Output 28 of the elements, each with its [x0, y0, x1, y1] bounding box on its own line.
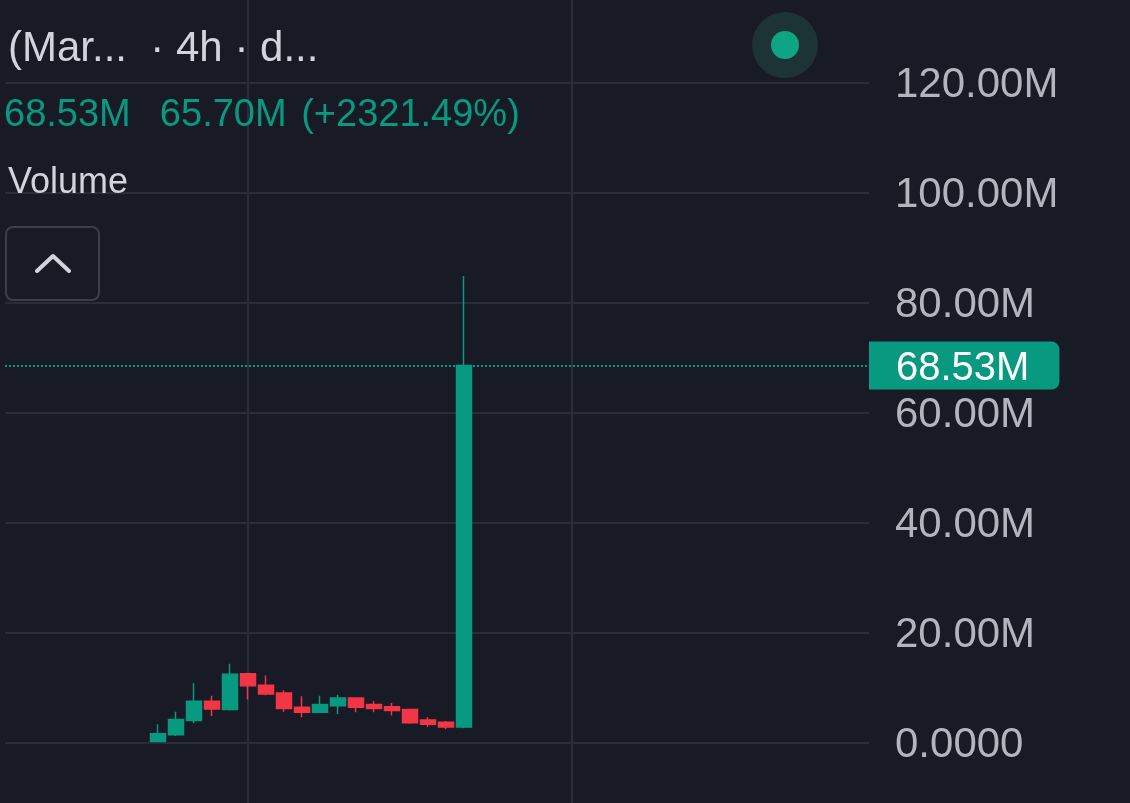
annotation: Volume	[8, 160, 129, 201]
candlestick	[149, 723, 167, 743]
y-tick-label: 0.0000	[895, 719, 1024, 766]
y-tick-label: 60.00M	[895, 389, 1036, 436]
candlestick	[329, 693, 347, 715]
text: (Mar... · 4h · d...	[8, 23, 319, 70]
candlestick	[239, 673, 257, 701]
candlestick	[221, 663, 239, 712]
candlestick	[293, 695, 311, 718]
candlestick	[419, 716, 437, 728]
candlestick	[167, 710, 185, 737]
candlestick	[185, 682, 203, 724]
y-tick-label: 120.00M	[895, 59, 1059, 106]
candlestick	[311, 695, 329, 714]
candlestick	[257, 674, 275, 696]
y-tick-label: 80.00M	[895, 279, 1036, 326]
candlestick	[365, 700, 383, 713]
candlestick	[203, 695, 221, 717]
candlestick	[401, 708, 419, 725]
y-tick-label: 20.00M	[895, 609, 1036, 656]
y-tick-label: 100.00M	[895, 169, 1059, 216]
candlestick	[347, 696, 365, 713]
candlestick	[383, 702, 401, 717]
candlestick	[437, 720, 455, 731]
annotation: 68.53M 65.70M (+2321.49%)	[4, 92, 520, 134]
y-tick-label: 40.00M	[895, 499, 1036, 546]
candlestick	[275, 689, 293, 713]
ref-line-label: 68.53M	[896, 343, 1030, 388]
